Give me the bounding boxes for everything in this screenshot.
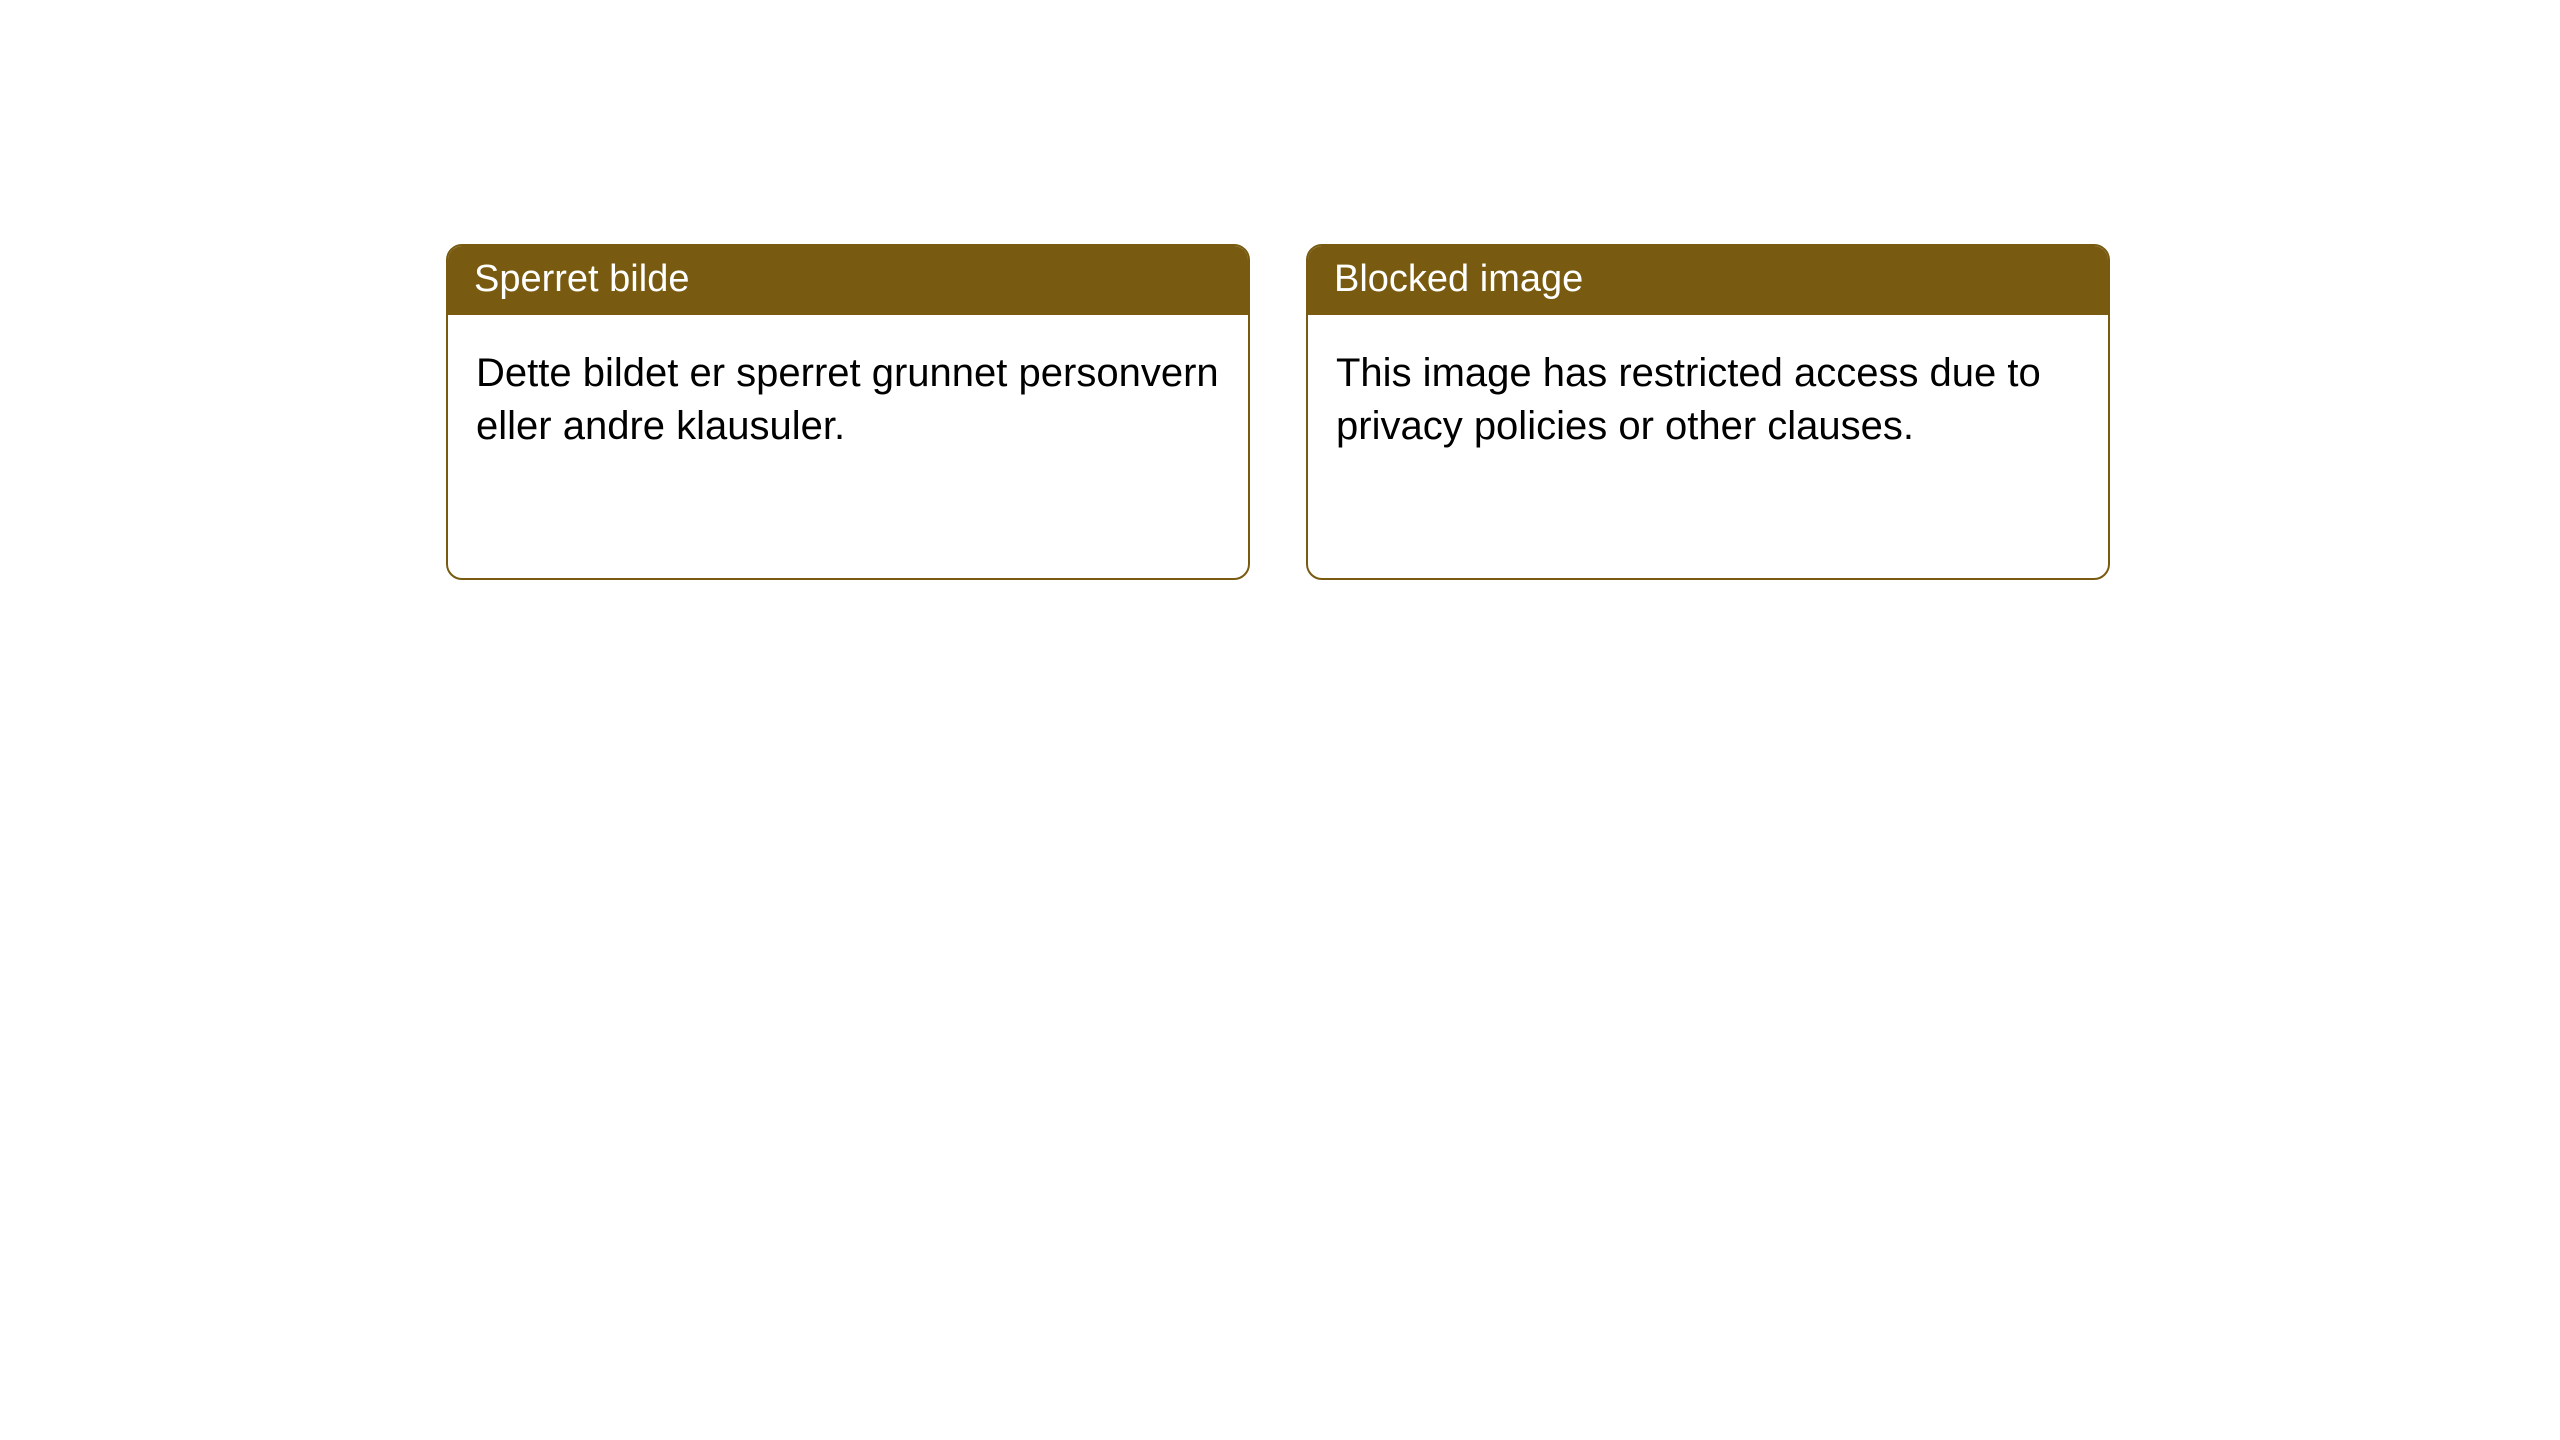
- notice-card-en: Blocked image This image has restricted …: [1306, 244, 2110, 580]
- notice-container: Sperret bilde Dette bildet er sperret gr…: [0, 0, 2560, 580]
- notice-card-no-header: Sperret bilde: [448, 246, 1248, 315]
- notice-card-no: Sperret bilde Dette bildet er sperret gr…: [446, 244, 1250, 580]
- notice-card-no-message: Dette bildet er sperret grunnet personve…: [476, 351, 1219, 448]
- notice-card-no-body: Dette bildet er sperret grunnet personve…: [448, 315, 1248, 485]
- notice-card-en-body: This image has restricted access due to …: [1308, 315, 2108, 485]
- notice-card-no-title: Sperret bilde: [474, 258, 689, 300]
- notice-card-en-title: Blocked image: [1334, 258, 1583, 300]
- notice-card-en-message: This image has restricted access due to …: [1336, 351, 2041, 448]
- notice-card-en-header: Blocked image: [1308, 246, 2108, 315]
